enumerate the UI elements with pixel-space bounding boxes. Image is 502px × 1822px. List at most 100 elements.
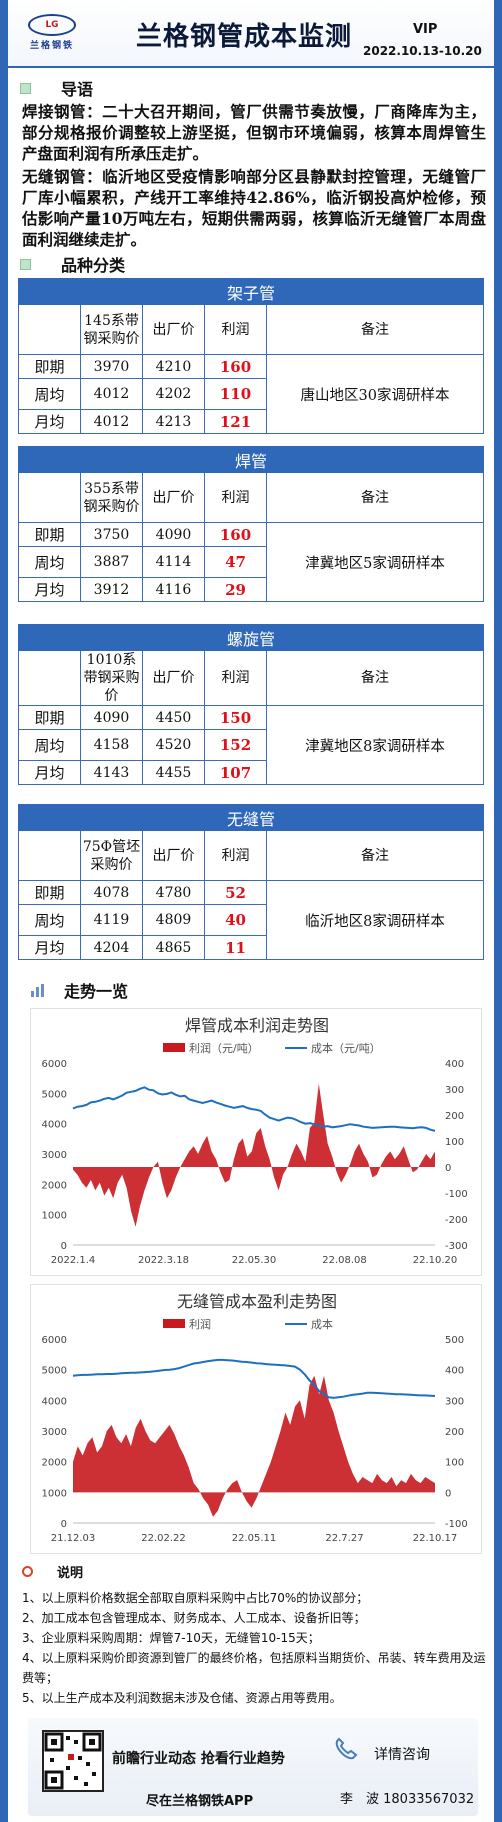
x-axis-tick: 2022.3.18: [138, 1255, 189, 1266]
row-label: 月均: [18, 760, 81, 785]
right-axis-tick: 100: [445, 1137, 464, 1148]
left-axis-tick: 6000: [42, 1335, 67, 1346]
left-axis-tick: 6000: [42, 1059, 67, 1070]
purchase-price-cell: 4119: [80, 904, 143, 936]
factory-price-cell: 4520: [142, 729, 205, 761]
table-row: 周均 4158 4520 152: [18, 729, 484, 761]
factory-price-cell: 4780: [142, 880, 205, 905]
category-heading: 品种分类: [20, 252, 125, 276]
legend-profit-label: 利润（元/吨）: [189, 1041, 259, 1055]
profit-cell: 11: [204, 935, 267, 960]
corner-cell: [18, 650, 81, 706]
row-label: 即期: [18, 705, 81, 730]
note-cell: 临沂地区8家调研样本: [266, 880, 484, 960]
left-axis-tick: 0: [61, 1241, 67, 1252]
footer-app-text[interactable]: 尽在兰格钢铁APP: [146, 1794, 254, 1809]
note-item: 5、以上生产成本及利润数据未涉及仓储、资源占用等费用。: [22, 1691, 342, 1705]
right-axis-tick: 500: [445, 1335, 464, 1346]
left-axis-tick: 4000: [42, 1120, 67, 1131]
x-axis-tick: 22.05.11: [232, 1533, 277, 1544]
x-axis-tick: 22.10.20: [413, 1255, 458, 1266]
page-title: 兰格钢管成本监测: [136, 22, 353, 52]
category-heading-text: 品种分类: [61, 256, 126, 275]
profit-cell: 152: [204, 729, 267, 761]
x-axis-tick: 22.7.27: [325, 1533, 363, 1544]
left-axis-tick: 2000: [42, 1180, 67, 1191]
brand-logo: LG 兰格钢铁: [22, 14, 82, 52]
col-factory-price: 出厂价: [142, 472, 205, 523]
row-label: 周均: [18, 546, 81, 578]
chart-title: 焊管成本利润走势图: [185, 1016, 329, 1035]
table-scaffold-pipe: 架子管 145系带钢采购价 出厂价 利润 备注 即期 3970 4210 160…: [18, 278, 484, 434]
legend-profit-swatch: [163, 1319, 185, 1328]
x-axis-tick: 22.02.22: [141, 1533, 186, 1544]
note-item: 4、以上原料采购价即资源到管厂的最终价格，包括原料当期货价、吊装、转车费用及运费…: [22, 1651, 486, 1685]
factory-price-cell: 4455: [142, 760, 205, 785]
profit-area: [73, 1083, 435, 1227]
purchase-price-cell: 4078: [80, 880, 143, 905]
table-row: 月均 4143 4455 107: [18, 760, 484, 785]
purchase-price-cell: 3887: [80, 546, 143, 578]
profit-cell: 121: [204, 409, 267, 434]
x-axis-tick: 22.05.30: [232, 1255, 277, 1266]
consult-label: 详情咨询: [374, 1747, 430, 1763]
seamless-chart: 无缝管成本盈利走势图 利润 成本 0 1000 2000 3000 4000 5000 6000-…: [30, 1284, 482, 1554]
table-row: 周均 3887 4114 47: [18, 546, 484, 578]
table-caption: 无缝管: [18, 804, 484, 831]
info-icon: [22, 1566, 33, 1577]
purchase-price-cell: 4012: [80, 409, 143, 434]
left-axis-tick: 3000: [42, 1150, 67, 1161]
note-cell: 津冀地区5家调研样本: [266, 522, 484, 602]
left-axis-tick: 5000: [42, 1089, 67, 1100]
report-date: 2022.10.13-10.20: [363, 44, 482, 58]
purchase-price-cell: 3970: [80, 354, 143, 379]
row-label: 周均: [18, 378, 81, 410]
table-welded-pipe: 焊管 355系带钢采购价 出厂价 利润 备注 即期 3750 4090 160 …: [18, 446, 484, 602]
row-label: 即期: [18, 354, 81, 379]
purchase-price-cell: 3912: [80, 577, 143, 602]
table-caption: 螺旋管: [18, 624, 484, 651]
cost-line: [72, 1358, 436, 1399]
table-row: 即期 3970 4210 160 唐山地区30家调研样本: [18, 354, 484, 434]
right-axis-tick: 100: [445, 1458, 464, 1469]
right-axis-tick: -300: [445, 1241, 468, 1252]
intro-paragraph-seamless: 无缝钢管：临沂地区受疫情影响部分区县静默封控管理，无缝管厂厂库小幅累积，产线开工…: [22, 167, 486, 249]
table-seamless-pipe: 无缝管 75Φ管坯采购价 出厂价 利润 备注 即期 4078 4780 52 临…: [18, 804, 484, 960]
right-axis-tick: 300: [445, 1085, 464, 1096]
row-label: 即期: [18, 880, 81, 905]
factory-price-cell: 4114: [142, 546, 205, 578]
purchase-price-cell: 4204: [80, 935, 143, 960]
factory-price-cell: 4202: [142, 378, 205, 410]
purchase-price-cell: 4012: [80, 378, 143, 410]
contact-info[interactable]: 李 波 18033567032: [340, 1792, 475, 1807]
right-axis-tick: -100: [445, 1519, 468, 1530]
right-axis-tick: 0: [445, 1488, 451, 1499]
right-axis-tick: -200: [445, 1215, 468, 1226]
logo-text: 兰格钢铁: [29, 41, 74, 51]
right-axis-tick: -100: [445, 1189, 468, 1200]
table-row: 即期 4078 4780 52 临沂地区8家调研样本: [18, 880, 484, 960]
row-label: 月均: [18, 409, 81, 434]
row-label: 周均: [18, 729, 81, 761]
col-profit: 利润: [204, 830, 267, 881]
factory-price-cell: 4210: [142, 354, 205, 379]
square-bullet-icon: [20, 82, 31, 94]
bar-chart-icon: [31, 984, 44, 997]
profit-cell: 110: [204, 378, 267, 410]
table-row: 即期 3750 4090 160 津冀地区5家调研样本: [18, 522, 484, 602]
table-row: 即期 4090 4450 150 津冀地区8家调研样本: [18, 705, 484, 785]
legend-profit-label: 利润: [189, 1317, 211, 1331]
left-axis-tick: 1000: [42, 1211, 67, 1222]
left-axis-tick: 0: [61, 1519, 67, 1530]
table-row: 月均 4204 4865 11: [18, 935, 484, 960]
chart-title: 无缝管成本盈利走势图: [177, 1292, 337, 1311]
trend-heading: 走势一览: [30, 978, 128, 1002]
purchase-price-cell: 4090: [80, 705, 143, 730]
qr-code-icon[interactable]: [42, 1730, 104, 1792]
row-label: 即期: [18, 522, 81, 547]
chart-legend: 利润（元/吨） 成本（元/吨）: [163, 1041, 381, 1055]
col-note: 备注: [266, 650, 484, 706]
left-axis-tick: 1000: [42, 1488, 67, 1499]
legend-profit-swatch: [163, 1043, 185, 1052]
